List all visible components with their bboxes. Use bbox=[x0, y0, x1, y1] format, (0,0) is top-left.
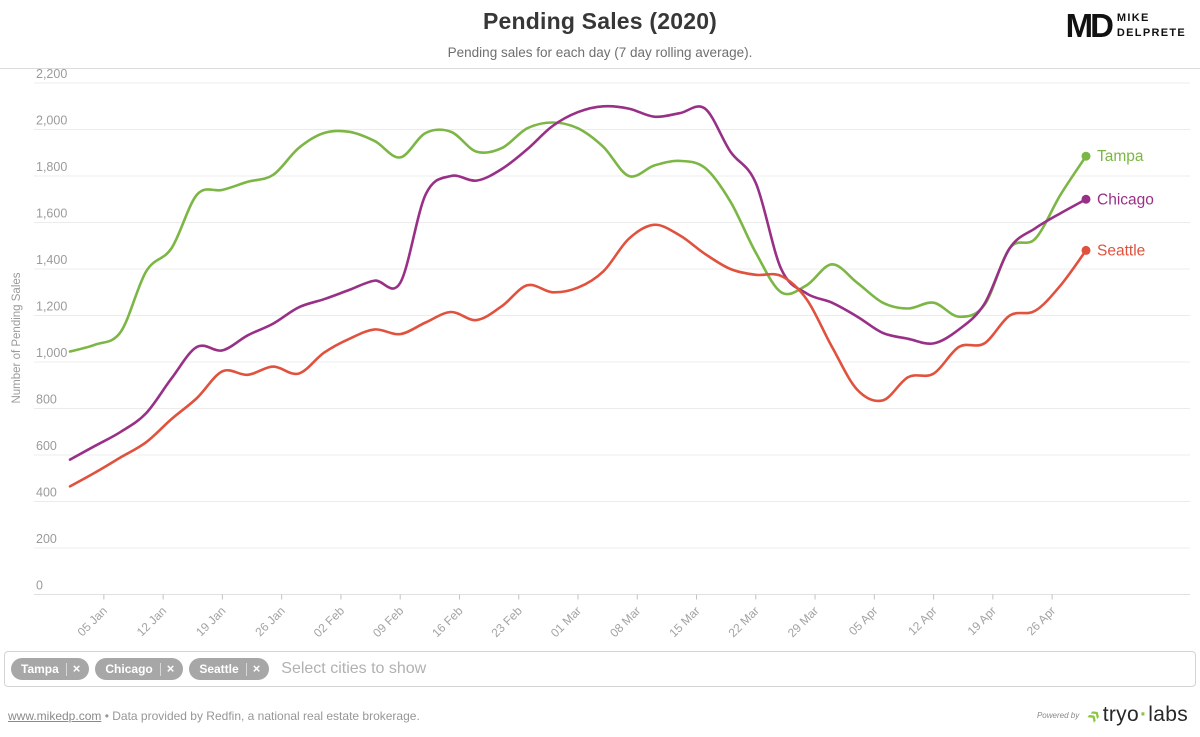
x-tick-label: 05 Jan bbox=[75, 604, 110, 639]
md-logo-name: MIKE DELPRETE bbox=[1117, 11, 1186, 40]
y-tick-label: 1,400 bbox=[36, 253, 67, 267]
mike-delprete-logo: MD MIKE DELPRETE bbox=[1066, 9, 1186, 42]
pending-sales-line-chart: 0 200 400 600 800 1,000 1,200 1,400 1,600 1,800 2,… bbox=[11, 68, 1190, 640]
x-tick-label: 26 Apr bbox=[1024, 604, 1058, 638]
tryolabs-name-right: labs bbox=[1148, 703, 1188, 726]
y-tick-label: 1,800 bbox=[36, 160, 67, 174]
x-tick-label: 05 Apr bbox=[846, 604, 880, 638]
footer: www.mikedp.com • Data provided by Redfin… bbox=[0, 700, 1200, 737]
page-subtitle: Pending sales for each day (7 day rollin… bbox=[447, 45, 753, 60]
chip-remove-icon[interactable]: × bbox=[72, 661, 81, 676]
series-line-tampa bbox=[68, 121, 1088, 353]
x-tick-label: 29 Mar bbox=[785, 604, 821, 640]
y-tick-label: 1,600 bbox=[36, 207, 67, 221]
y-axis-title: Number of Pending Sales bbox=[11, 272, 23, 403]
x-tick-label: 26 Jan bbox=[252, 604, 287, 639]
chip-tampa[interactable]: Tampa × bbox=[11, 658, 90, 680]
chip-chicago[interactable]: Chicago × bbox=[95, 658, 184, 680]
chip-label: Chicago bbox=[105, 662, 153, 676]
x-tick-label: 16 Feb bbox=[429, 603, 466, 640]
series-line-seattle bbox=[68, 223, 1088, 488]
md-monogram-icon: MD bbox=[1065, 7, 1114, 44]
series-end-dot-chicago bbox=[1081, 194, 1091, 204]
chip-divider bbox=[159, 662, 161, 676]
tryolabs-logo: » tryo · labs bbox=[1080, 702, 1188, 728]
chip-divider bbox=[65, 662, 67, 676]
x-tick-label: 12 Jan bbox=[134, 604, 169, 639]
chip-remove-icon[interactable]: × bbox=[166, 661, 175, 676]
tryolabs-dot-icon: · bbox=[1139, 703, 1148, 726]
footer-attribution: www.mikedp.com • Data provided by Redfin… bbox=[8, 709, 420, 723]
y-tick-label: 1,200 bbox=[36, 300, 67, 314]
y-tick-label: 2,200 bbox=[36, 68, 67, 81]
y-tick-label: 2,000 bbox=[36, 114, 67, 128]
footer-separator: • bbox=[104, 709, 109, 723]
series-end-dot-tampa bbox=[1081, 151, 1091, 161]
series-label-chicago: Chicago bbox=[1097, 191, 1154, 208]
mikedp-link[interactable]: www.mikedp.com bbox=[8, 709, 102, 723]
y-tick-label: 600 bbox=[36, 439, 57, 453]
series-label-tampa: Tampa bbox=[1097, 148, 1144, 165]
x-tick-label: 23 Feb bbox=[489, 603, 526, 640]
x-tick-label: 19 Jan bbox=[193, 604, 228, 639]
city-chips: Tampa × Chicago × Seattle × bbox=[11, 658, 270, 680]
header: Pending Sales (2020) Pending sales for e… bbox=[0, 0, 1200, 69]
y-tick-label: 1,000 bbox=[36, 346, 67, 360]
x-tick-label: 02 Feb bbox=[311, 603, 348, 640]
powered-by: Powered by » tryo · labs bbox=[1036, 702, 1188, 728]
y-tick-label: 400 bbox=[36, 486, 57, 500]
city-select-input[interactable] bbox=[275, 659, 1189, 679]
tryolabs-name-left: tryo bbox=[1102, 703, 1139, 726]
md-logo-line2: DELPRETE bbox=[1116, 26, 1186, 39]
chip-seattle[interactable]: Seattle × bbox=[189, 658, 270, 680]
x-tick-label: 15 Mar bbox=[666, 604, 702, 640]
x-tick-label: 19 Apr bbox=[965, 604, 999, 638]
city-select[interactable]: Tampa × Chicago × Seattle × bbox=[4, 651, 1196, 687]
footer-text: Data provided by Redfin, a national real… bbox=[112, 709, 420, 723]
chip-label: Seattle bbox=[199, 662, 239, 676]
y-tick-label: 0 bbox=[36, 579, 43, 593]
series-label-seattle: Seattle bbox=[1097, 242, 1145, 259]
x-tick-label: 22 Mar bbox=[726, 604, 762, 640]
y-tick-label: 800 bbox=[36, 393, 57, 407]
md-logo-line1: MIKE bbox=[1116, 12, 1150, 25]
x-tick-label: 01 Mar bbox=[548, 604, 584, 640]
series-line-chicago bbox=[68, 104, 1088, 461]
powered-by-label: Powered by bbox=[1036, 710, 1080, 720]
y-tick-label: 200 bbox=[36, 532, 57, 546]
chip-label: Tampa bbox=[21, 662, 59, 676]
page-title: Pending Sales (2020) bbox=[482, 8, 718, 34]
series-end-dot-seattle bbox=[1081, 245, 1091, 255]
x-tick-label: 12 Apr bbox=[905, 604, 939, 638]
x-tick-label: 08 Mar bbox=[607, 604, 643, 640]
x-tick-label: 09 Feb bbox=[370, 603, 407, 640]
chip-remove-icon[interactable]: × bbox=[252, 661, 261, 676]
chip-divider bbox=[245, 662, 247, 676]
